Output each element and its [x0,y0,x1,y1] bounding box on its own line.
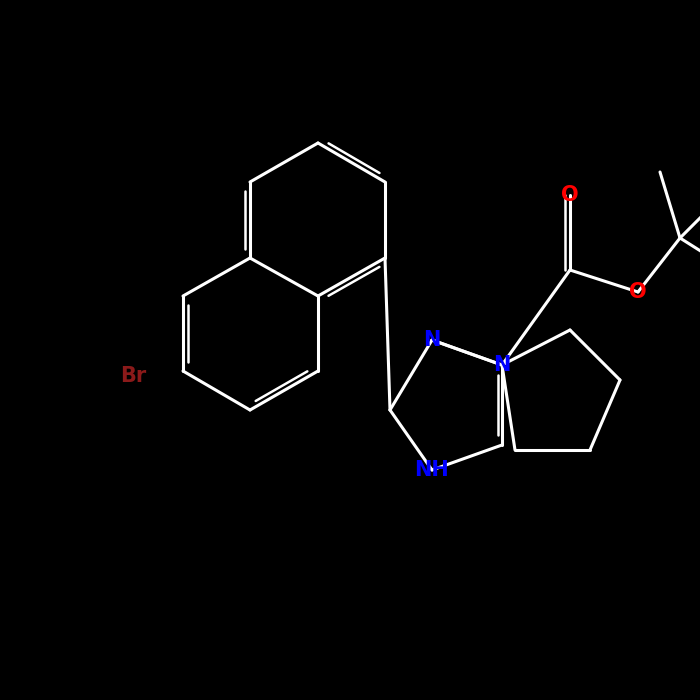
Text: O: O [561,185,579,205]
Text: NH: NH [414,460,449,480]
Text: O: O [629,282,647,302]
Text: N: N [494,355,511,375]
Text: N: N [424,330,441,350]
Text: Br: Br [120,366,146,386]
